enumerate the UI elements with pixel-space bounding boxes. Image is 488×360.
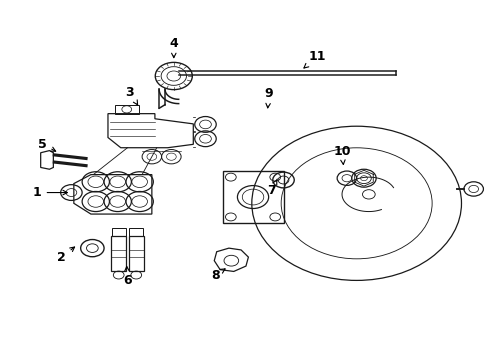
Text: 2: 2 <box>57 247 74 264</box>
Text: 6: 6 <box>123 266 132 287</box>
Text: 10: 10 <box>333 145 350 165</box>
Text: 1: 1 <box>33 186 67 199</box>
Text: 9: 9 <box>264 87 273 108</box>
Bar <box>129 228 143 235</box>
Bar <box>112 228 125 235</box>
Bar <box>111 235 126 271</box>
Text: 5: 5 <box>38 138 56 151</box>
Text: 8: 8 <box>210 269 224 282</box>
Bar <box>114 105 139 114</box>
Bar <box>222 171 283 223</box>
Text: 11: 11 <box>304 50 325 68</box>
Bar <box>129 235 143 271</box>
Text: 4: 4 <box>169 37 178 58</box>
Text: 7: 7 <box>266 179 277 197</box>
Text: 3: 3 <box>125 86 137 105</box>
